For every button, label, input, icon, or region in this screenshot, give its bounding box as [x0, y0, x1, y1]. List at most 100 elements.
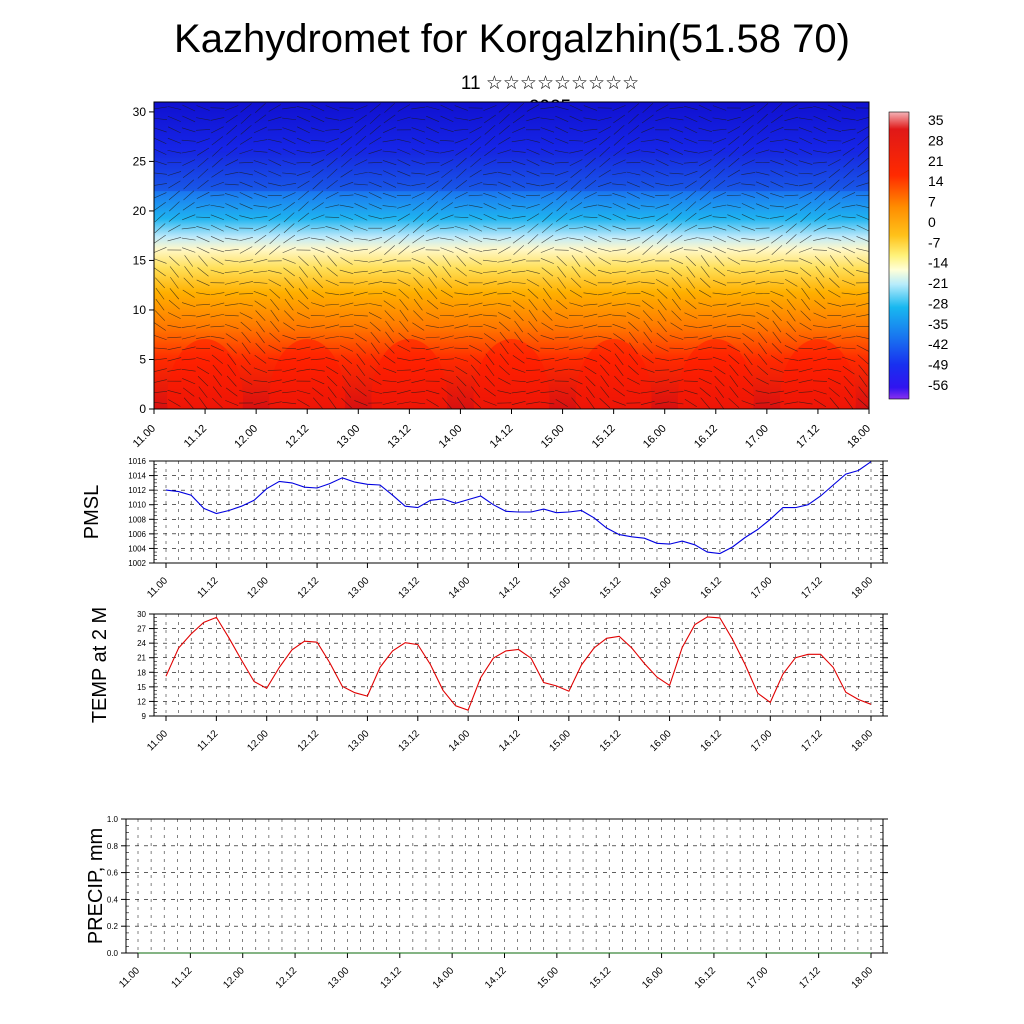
x-tick-label: 17.00 [745, 965, 771, 991]
wind-barb [254, 114, 267, 124]
wind-barb [226, 343, 237, 354]
wind-barb [555, 126, 569, 134]
wind-barb [325, 216, 340, 218]
wind-barb [268, 213, 281, 222]
wind-barb [484, 343, 496, 354]
wind-barb [612, 291, 626, 296]
wind-barb [727, 116, 741, 121]
wind-barb [556, 190, 568, 201]
wind-barb [397, 170, 411, 177]
wind-barb [713, 267, 726, 277]
wind-barb [167, 149, 182, 154]
wind-barb [540, 182, 555, 187]
heatmap-x-tick-label: 13.12 [386, 423, 414, 451]
wind-barb [339, 107, 354, 109]
wind-barb [369, 113, 381, 124]
wind-barb [255, 343, 266, 354]
wind-barb [411, 182, 426, 186]
wind-barb [382, 139, 397, 143]
wind-barb [497, 149, 512, 155]
wind-barb [210, 194, 225, 197]
wind-barb [841, 105, 856, 111]
wind-barb [727, 302, 741, 307]
wind-barb [741, 280, 756, 285]
wind-barb [597, 269, 612, 274]
wind-barb [741, 214, 755, 221]
wind-barb [700, 397, 710, 409]
wind-barb [196, 204, 210, 209]
wind-barb [600, 375, 610, 388]
wind-barb [368, 302, 383, 307]
wind-barb [196, 246, 210, 254]
colorbar-bar [888, 111, 910, 400]
wind-barb [210, 107, 225, 109]
wind-barb [426, 115, 440, 122]
wind-barb [396, 357, 411, 361]
wind-barb [599, 146, 611, 157]
wind-barb [225, 105, 239, 111]
wind-barb [528, 309, 538, 322]
wind-barb [555, 137, 569, 144]
colorbar-label: -35 [928, 316, 948, 332]
wind-barb [483, 172, 497, 176]
wind-barb [827, 104, 841, 112]
wind-barb [540, 160, 555, 165]
wind-barb [497, 302, 512, 307]
wind-barb [239, 269, 253, 274]
wind-barb [483, 203, 497, 210]
wind-barb [167, 368, 182, 372]
wind-barb [254, 300, 267, 309]
wind-barb [269, 223, 281, 233]
wind-barb [440, 247, 454, 253]
wind-barb [425, 368, 440, 372]
wind-barb [729, 364, 739, 376]
wind-barb [714, 255, 725, 267]
wind-barb [856, 204, 869, 208]
wind-barb [584, 147, 597, 156]
wind-barb [183, 397, 194, 409]
wind-barb [815, 276, 825, 289]
wind-barb [528, 298, 538, 311]
wind-barb [296, 368, 311, 372]
wind-barb [698, 127, 713, 133]
wind-barb [210, 181, 225, 188]
wind-barb [784, 369, 799, 371]
wind-barb [270, 309, 280, 322]
wind-barb [770, 367, 784, 373]
wind-barb [798, 379, 813, 383]
wind-barb [397, 138, 411, 143]
wind-barb [541, 322, 554, 331]
wind-barb [167, 346, 182, 351]
wind-barb [569, 149, 583, 154]
wind-barb [368, 171, 383, 176]
wind-barb [383, 181, 397, 188]
wind-barb [726, 194, 741, 196]
wind-barb [383, 126, 397, 133]
wind-barb [841, 356, 856, 362]
y-tick-label: 1.0 [107, 815, 119, 824]
wind-barb [268, 104, 281, 112]
heatmap-y-tick-label: 0 [139, 402, 146, 416]
wind-barb [842, 366, 855, 375]
wind-barb [814, 255, 826, 267]
wind-barb [698, 368, 713, 372]
wind-barb [557, 276, 567, 289]
wind-barb [526, 279, 540, 287]
wind-barb [239, 390, 253, 394]
wind-barb [842, 235, 856, 243]
wind-barb [727, 182, 741, 187]
y-tick-label: 1014 [128, 472, 146, 481]
wind-barb [856, 257, 869, 265]
wind-barb [671, 277, 682, 289]
wind-barb [670, 267, 683, 277]
wind-barb [827, 368, 842, 372]
wind-barb [383, 234, 396, 244]
wind-barb [540, 247, 554, 253]
wind-barb [613, 135, 625, 146]
wind-barb [282, 391, 297, 394]
wind-barb [770, 259, 784, 263]
wind-barb [296, 237, 311, 242]
wind-barb [196, 117, 210, 121]
wind-barb [686, 266, 696, 278]
wind-barb [799, 322, 812, 331]
